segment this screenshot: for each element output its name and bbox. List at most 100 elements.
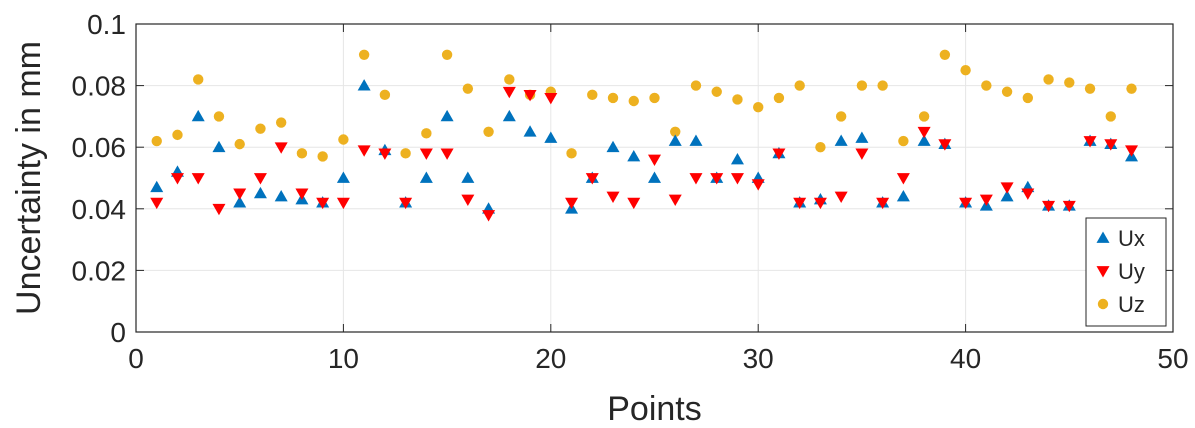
data-point — [419, 171, 433, 183]
data-point — [275, 117, 287, 128]
data-point — [504, 74, 515, 85]
data-point — [938, 139, 952, 151]
y-tick-label: 0.06 — [72, 132, 127, 163]
x-axis-title: Points — [607, 390, 702, 428]
data-point — [296, 148, 308, 159]
data-point — [544, 131, 558, 143]
legend-marker — [1097, 298, 1109, 310]
data-point — [191, 173, 205, 185]
data-point — [172, 129, 183, 141]
data-point — [357, 145, 371, 157]
series-uy — [150, 86, 1139, 222]
data-point — [834, 134, 848, 146]
data-point — [462, 83, 474, 94]
data-point — [730, 173, 744, 185]
data-point — [419, 148, 433, 160]
data-point — [710, 173, 724, 185]
data-point — [502, 109, 516, 122]
y-tick-label: 0.08 — [72, 71, 127, 102]
data-point — [732, 94, 743, 105]
data-point — [627, 149, 641, 162]
data-point — [835, 111, 847, 122]
data-point — [959, 197, 973, 210]
data-point — [440, 109, 454, 122]
data-point — [711, 86, 722, 97]
data-point — [585, 173, 599, 185]
data-point — [794, 80, 805, 91]
data-point — [255, 123, 266, 134]
data-point — [233, 196, 247, 208]
data-point — [421, 128, 432, 139]
legend-label: Ux — [1118, 226, 1145, 251]
y-tick-label: 0.02 — [72, 255, 127, 286]
data-point — [668, 194, 682, 207]
data-point — [336, 197, 350, 210]
data-point — [917, 126, 931, 139]
data-point — [523, 125, 537, 137]
data-point — [753, 101, 764, 113]
x-tick-label: 20 — [535, 343, 566, 374]
data-point — [212, 203, 226, 216]
x-tick-label: 40 — [950, 343, 981, 374]
x-tick-label: 10 — [328, 343, 359, 374]
data-point — [1021, 188, 1035, 200]
data-point — [689, 173, 703, 185]
data-point — [648, 154, 661, 167]
data-point — [690, 80, 702, 91]
data-point — [566, 148, 577, 159]
data-point — [400, 148, 411, 159]
data-point — [606, 191, 620, 203]
data-point — [336, 171, 350, 183]
data-point — [1000, 182, 1014, 194]
data-point — [834, 191, 848, 203]
data-point — [793, 197, 807, 210]
legend-label: Uy — [1118, 259, 1145, 284]
data-point — [856, 80, 868, 91]
data-point — [461, 171, 475, 183]
data-point — [193, 74, 204, 85]
data-point — [1083, 136, 1097, 148]
data-point — [523, 89, 537, 102]
y-axis-title: Uncertainty in mm — [10, 41, 48, 315]
data-point — [773, 92, 785, 104]
data-point — [379, 89, 391, 101]
data-point — [627, 197, 641, 210]
data-point — [855, 131, 869, 143]
data-point — [191, 109, 205, 122]
data-point — [233, 188, 247, 200]
data-point — [607, 92, 619, 104]
data-point — [317, 151, 328, 162]
x-tick-label: 0 — [128, 343, 144, 374]
data-point — [1001, 86, 1013, 97]
data-point — [399, 197, 413, 210]
data-point — [730, 153, 744, 165]
legend-box — [1085, 217, 1167, 327]
data-point — [689, 134, 703, 146]
data-point — [212, 140, 226, 153]
data-point — [898, 135, 909, 147]
data-point — [896, 173, 910, 185]
plot-frame — [135, 23, 1174, 333]
legend-label: Uz — [1118, 292, 1145, 317]
data-point — [606, 140, 620, 153]
legend: Ux Uy Uz — [1085, 217, 1167, 327]
data-point — [1125, 145, 1139, 157]
data-point — [1084, 83, 1096, 94]
data-point — [1126, 83, 1137, 94]
data-point — [877, 80, 888, 91]
data-point — [253, 173, 267, 185]
axis-ticks: 0 10 20 30 40 50 0 0.02 0.04 0.06 0.08 0.1 — [72, 9, 1189, 374]
data-points — [150, 49, 1139, 222]
data-point — [1022, 92, 1034, 104]
data-point — [150, 180, 164, 193]
data-point — [150, 197, 164, 210]
data-point — [441, 49, 453, 60]
y-tick-label: 0 — [110, 317, 126, 348]
data-point — [670, 126, 681, 137]
data-point — [1042, 200, 1056, 213]
data-point — [274, 189, 288, 202]
data-point — [295, 188, 309, 200]
data-point — [1062, 200, 1076, 213]
data-point — [482, 210, 496, 222]
